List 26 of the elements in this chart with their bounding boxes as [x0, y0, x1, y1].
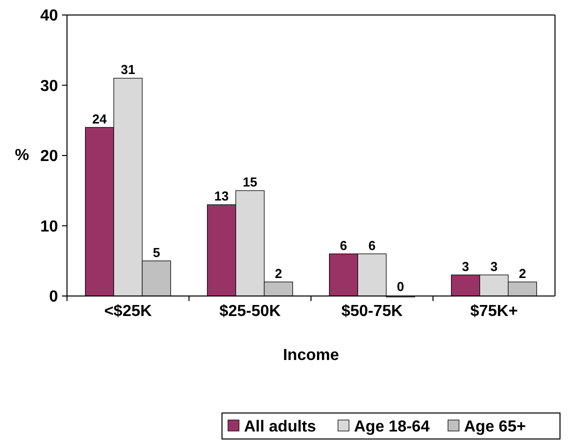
y-tick-label: 10 [40, 218, 58, 236]
legend-label: Age 18-64 [354, 418, 430, 436]
x-tick-label: $25-50K [219, 303, 282, 320]
x-axis-title: Income [282, 347, 340, 364]
data-label: 0 [396, 279, 404, 294]
y-tick-label: 30 [40, 78, 58, 95]
legend-label: Age 65+ [464, 418, 526, 436]
y-tick-label: 40 [40, 8, 58, 25]
data-label: 2 [518, 266, 526, 281]
legend-label: All adults [244, 418, 316, 436]
data-label: 24 [92, 111, 108, 126]
x-tick-label: $75K+ [470, 303, 518, 320]
data-label: 2 [274, 266, 282, 281]
data-label: 3 [462, 258, 470, 274]
data-label: 3 [490, 258, 498, 274]
data-label: 31 [120, 62, 136, 78]
data-label: 15 [242, 174, 258, 190]
x-tick-label: <$25K [104, 303, 152, 320]
data-label: 5 [152, 244, 160, 260]
y-tick-label: 20 [40, 148, 58, 166]
data-label: 6 [368, 238, 376, 253]
y-tick-label: 0 [49, 288, 58, 306]
y-axis-title: % [14, 147, 30, 164]
data-label: 13 [214, 188, 229, 204]
data-label: 6 [340, 238, 348, 253]
x-tick-label: $50-75K [341, 303, 404, 320]
